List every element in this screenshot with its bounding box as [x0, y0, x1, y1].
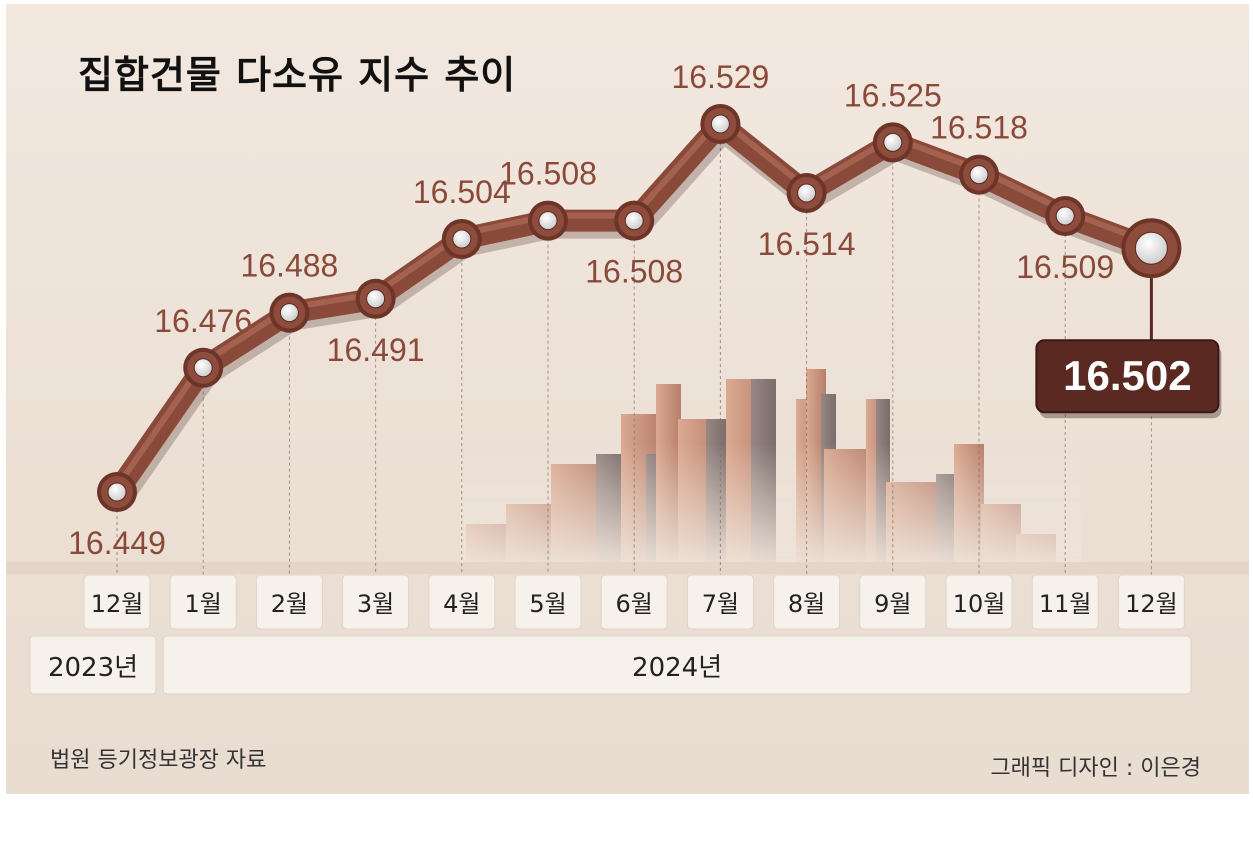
data-point	[366, 289, 386, 309]
value-label: 16.504	[413, 174, 511, 210]
data-point	[452, 229, 472, 249]
value-label: 16.509	[1016, 249, 1114, 285]
data-point	[797, 183, 817, 203]
chart-title: 집합건물 다소유 지수 추이	[78, 53, 517, 97]
data-point	[1055, 206, 1075, 226]
tick-label: 8월	[788, 590, 825, 618]
source-note: 법원 등기정보광장 자료	[50, 748, 267, 773]
tick-box	[1031, 574, 1099, 630]
tick-label: 9월	[874, 590, 911, 618]
value-label: 16.514	[758, 226, 856, 262]
tick-box	[1117, 574, 1185, 630]
data-point	[710, 114, 730, 134]
tick-box	[859, 574, 927, 630]
value-label: 16.508	[499, 156, 597, 192]
tick-box	[169, 574, 237, 630]
value-label: 16.518	[930, 110, 1028, 146]
tick-label: 3월	[357, 590, 394, 618]
year-row: 2023년 2024년	[29, 635, 1192, 695]
tick-box	[600, 574, 668, 630]
tick-box	[686, 574, 754, 630]
data-point	[624, 211, 644, 231]
year-box	[29, 635, 157, 695]
data-point	[969, 165, 989, 185]
data-point	[1134, 231, 1168, 265]
tick-box	[514, 574, 582, 630]
value-label: 16.488	[240, 248, 338, 284]
tick-label: 5월	[529, 590, 566, 618]
tick-box	[428, 574, 496, 630]
value-label: 16.491	[327, 332, 425, 368]
year-label: 2024년	[632, 653, 722, 683]
tick-label: 6월	[616, 590, 653, 618]
data-point	[538, 211, 558, 231]
line-chart: 16.44916.47616.48816.49116.50416.50816.5…	[6, 59, 1249, 695]
tick-label: 2월	[271, 590, 308, 618]
graphic-credit: 그래픽 디자인 : 이은경	[990, 756, 1201, 781]
series-points	[97, 104, 1182, 512]
data-point	[279, 303, 299, 323]
tick-label: 11월	[1039, 590, 1092, 618]
value-label: 16.525	[844, 77, 942, 113]
chart-frame: 16.449 16.476 16.488 16.491 16.504 16.508 16.5…	[6, 4, 1249, 794]
data-point	[883, 132, 903, 152]
value-label: 16.508	[585, 254, 683, 290]
tick-box	[342, 574, 410, 630]
callout-box	[1035, 339, 1220, 414]
value-label: 16.529	[671, 59, 769, 95]
tick-label: 1월	[185, 590, 222, 618]
latest-value-callout: 16.502	[1035, 278, 1222, 419]
tick-label: 12월	[91, 590, 144, 618]
guide-lines	[116, 142, 1152, 576]
value-labels: 16.44916.47616.48816.49116.50416.50816.5…	[68, 59, 1114, 561]
tick-label: 10월	[953, 590, 1006, 618]
year-label: 2023년	[48, 653, 138, 683]
year-box	[162, 635, 1192, 695]
tick-label: 7월	[702, 590, 739, 618]
tick-label: 12월	[1125, 590, 1178, 618]
value-label: 16.476	[154, 303, 252, 339]
tick-label: 4월	[443, 590, 480, 618]
tick-box	[773, 574, 841, 630]
callout-value: 16.502	[1063, 352, 1191, 399]
tick-box	[255, 574, 323, 630]
data-point	[193, 358, 213, 378]
city-skyline	[461, 369, 1081, 564]
data-point	[107, 482, 127, 502]
tick-box	[945, 574, 1013, 630]
tick-box	[83, 574, 151, 630]
x-axis-ticks: 12월 1월 2월 3월 4월 5월 6월 7월 8월 9월 10월 11월 12월	[83, 574, 1185, 630]
value-label: 16.449	[68, 525, 166, 561]
baseline-band	[6, 562, 1249, 574]
